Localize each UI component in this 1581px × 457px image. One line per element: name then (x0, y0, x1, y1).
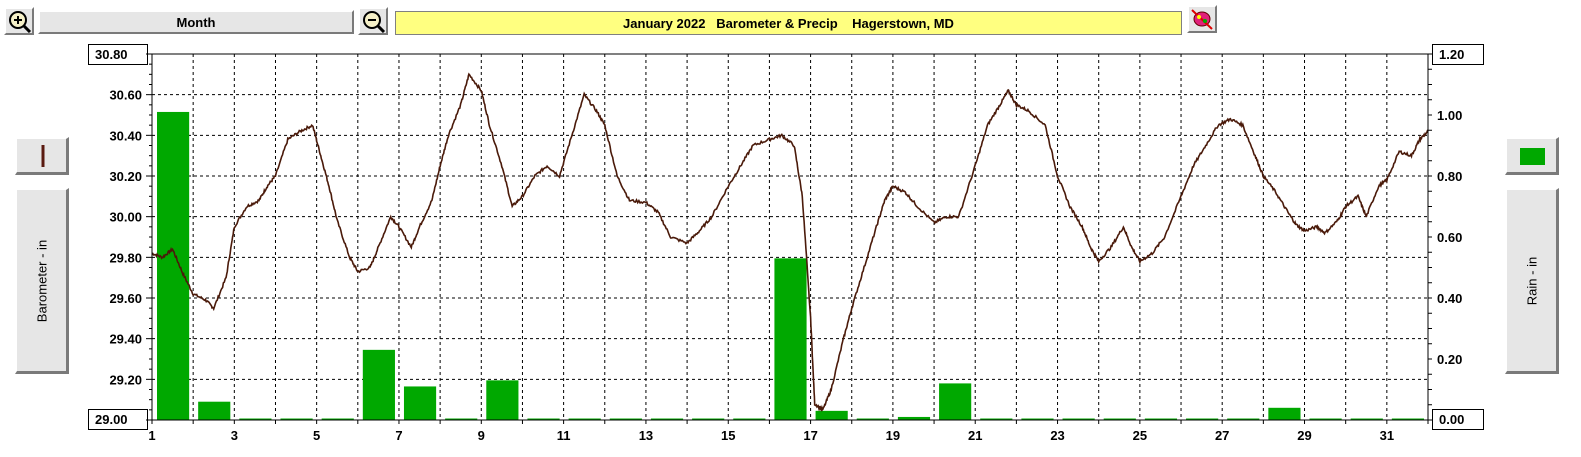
rain-bar-day-29 (1309, 418, 1342, 420)
left-tick-label-30.20: 30.20 (109, 169, 142, 184)
x-tick-label-13: 13 (639, 428, 653, 443)
right-tick-label-1.00: 1.00 (1437, 108, 1462, 123)
zoom-out-button[interactable] (358, 7, 388, 35)
x-tick-label-29: 29 (1297, 428, 1311, 443)
right-tick-label-0.40: 0.40 (1437, 291, 1462, 306)
rain-bar-day-8 (445, 418, 478, 420)
left-axis-ticks: 30.60 30.40 30.20 30.00 29.80 29.60 29.40 29.20 (109, 53, 152, 421)
left-axis-min-box[interactable]: 29.00 (88, 409, 148, 430)
rain-bar-day-3 (239, 418, 272, 420)
rain-bar-day-15 (733, 418, 766, 420)
barometer-line (151, 72, 1429, 412)
left-tick-label-30.00: 30.00 (109, 210, 142, 225)
x-tick-label-25: 25 (1133, 428, 1147, 443)
rain-bar-day-12 (609, 418, 642, 420)
rain-bar-day-23 (1062, 418, 1095, 420)
rain-bar-day-5 (321, 418, 354, 420)
period-label: Month (176, 14, 216, 30)
x-tick-label-7: 7 (395, 428, 402, 443)
rain-bar-day-20 (939, 383, 972, 420)
x-tick-label-11: 11 (557, 428, 571, 443)
right-axis-max-box[interactable]: 1.20 (1432, 44, 1484, 65)
left-tick-label-30.40: 30.40 (109, 128, 142, 143)
right-axis-max-value: 1.20 (1439, 47, 1465, 62)
zoom-out-icon (363, 11, 386, 34)
rain-bar-day-17 (815, 410, 848, 420)
rain-bar-day-4 (280, 418, 313, 420)
rain-bar-day-31 (1391, 418, 1424, 420)
x-tick-label-21: 21 (968, 428, 982, 443)
chart-grid (152, 54, 1428, 420)
rain-bar-day-26 (1186, 418, 1219, 420)
rain-bar-day-21 (980, 418, 1013, 420)
x-tick-label-27: 27 (1215, 428, 1229, 443)
x-axis-ticks: 1 3 5 7 9 11 13 15 17 19 21 23 25 27 29 31 (148, 420, 1429, 443)
rain-bar-day-14 (692, 418, 725, 420)
x-tick-label-5: 5 (313, 428, 320, 443)
rain-bar-day-9 (486, 380, 519, 420)
x-tick-label-17: 17 (803, 428, 817, 443)
x-tick-label-1: 1 (148, 428, 155, 443)
barometer-line-group (151, 72, 1429, 412)
right-axis-min-box[interactable]: 0.00 (1432, 409, 1484, 430)
rain-bar-day-2 (198, 401, 231, 420)
rain-bar-day-13 (650, 418, 684, 420)
rain-bar-day-10 (527, 418, 560, 420)
chart-title-text: January 2022 Barometer & Precip Hagersto… (623, 15, 954, 31)
x-tick-label-3: 3 (231, 428, 238, 443)
rain-bar-day-22 (1021, 418, 1054, 420)
left-tick-label-30.60: 30.60 (109, 88, 142, 103)
paint-palette-icon (1191, 9, 1213, 30)
rain-bar-day-11 (568, 418, 601, 420)
rain-bar-day-6 (362, 349, 395, 420)
left-axis-min-value: 29.00 (95, 412, 128, 427)
right-tick-label-0.80: 0.80 (1437, 169, 1462, 184)
rain-bar-day-30 (1350, 418, 1383, 420)
x-tick-label-23: 23 (1050, 428, 1064, 443)
rain-bar-day-25 (1144, 418, 1178, 420)
rain-bar-day-18 (856, 418, 889, 420)
left-axis-max-value: 30.80 (95, 47, 128, 62)
brown-line-swatch-icon (41, 145, 45, 167)
barometer-legend-button[interactable] (15, 137, 69, 175)
green-bar-swatch-icon (1520, 148, 1545, 165)
rain-bar-day-16 (774, 258, 807, 420)
rain-bar-day-7 (403, 386, 437, 420)
rain-bar-day-1 (157, 111, 190, 420)
right-axis-ticks: 1.00 0.80 0.60 0.40 0.20 (1428, 53, 1462, 421)
x-tick-label-15: 15 (721, 428, 735, 443)
right-tick-label-0.60: 0.60 (1437, 230, 1462, 245)
rain-bar-day-19 (897, 416, 931, 420)
rain-bar-day-24 (1103, 418, 1136, 420)
zoom-in-icon (9, 11, 32, 34)
right-tick-label-0.20: 0.20 (1437, 352, 1462, 367)
rain-bar-day-27 (1227, 418, 1260, 420)
zoom-in-button[interactable] (4, 7, 34, 35)
rain-bars (157, 111, 1424, 420)
right-axis-min-value: 0.00 (1439, 412, 1465, 427)
period-select-button[interactable]: Month (38, 10, 354, 34)
rain-bar-day-28 (1268, 407, 1301, 420)
rain-legend-button[interactable] (1505, 137, 1559, 175)
left-axis-max-box[interactable]: 30.80 (88, 44, 148, 65)
left-tick-label-29.40: 29.40 (109, 332, 142, 347)
left-tick-label-29.60: 29.60 (109, 291, 142, 306)
x-tick-label-9: 9 (478, 428, 485, 443)
x-tick-label-31: 31 (1380, 428, 1394, 443)
left-tick-label-29.20: 29.20 (109, 372, 142, 387)
chart-title: January 2022 Barometer & Precip Hagersto… (395, 11, 1182, 35)
x-tick-label-19: 19 (886, 428, 900, 443)
left-tick-label-29.80: 29.80 (109, 250, 142, 265)
color-settings-button[interactable] (1187, 5, 1217, 33)
barometer-axis-button[interactable]: Barometer - in (15, 188, 69, 374)
rain-axis-button[interactable]: Rain - in (1505, 188, 1559, 374)
